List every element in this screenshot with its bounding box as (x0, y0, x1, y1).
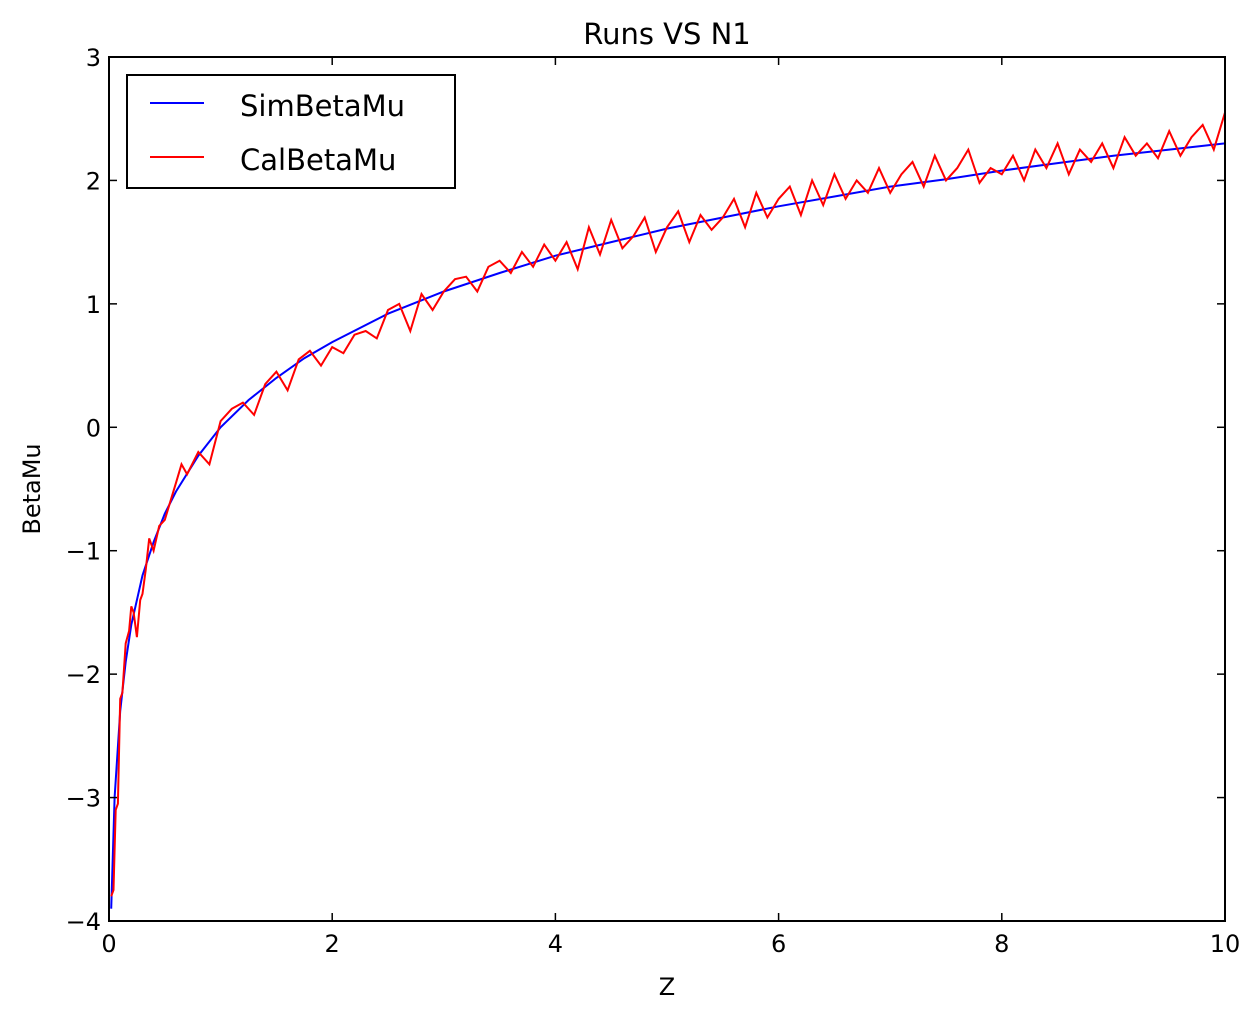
y-axis: −4 −3 −2 −1 0 1 2 3 (66, 44, 1225, 936)
y-tick-label: −3 (66, 785, 101, 813)
y-tick-label: −1 (66, 538, 101, 566)
legend-label-calbetamu: CalBetaMu (240, 143, 396, 177)
x-axis-label: Z (659, 973, 675, 1001)
y-tick-label: −2 (66, 661, 101, 689)
y-tick-label: −4 (66, 908, 101, 936)
y-tick-label: 0 (86, 414, 101, 442)
series-line-simbetamu (110, 142, 1226, 909)
legend: SimBetaMu CalBetaMu (126, 74, 456, 189)
x-tick-label: 6 (771, 930, 786, 958)
x-tick-label: 4 (548, 930, 563, 958)
chart-title: Runs VS N1 (583, 17, 751, 51)
y-tick-label: 2 (86, 167, 101, 195)
legend-box (126, 74, 456, 189)
x-tick-label: 10 (1210, 930, 1241, 958)
x-tick-label: 2 (325, 930, 340, 958)
series-line-calbetamu (110, 112, 1226, 897)
y-axis-label: BetaMu (18, 443, 46, 534)
x-tick-label: 8 (994, 930, 1009, 958)
plot-area (110, 112, 1226, 909)
x-tick-label: 0 (101, 930, 116, 958)
legend-label-simbetamu: SimBetaMu (240, 89, 405, 123)
y-tick-label: 3 (86, 44, 101, 72)
x-axis: 0 2 4 6 8 10 (101, 57, 1240, 958)
plot-frame (108, 56, 1226, 922)
y-tick-label: 1 (86, 291, 101, 319)
